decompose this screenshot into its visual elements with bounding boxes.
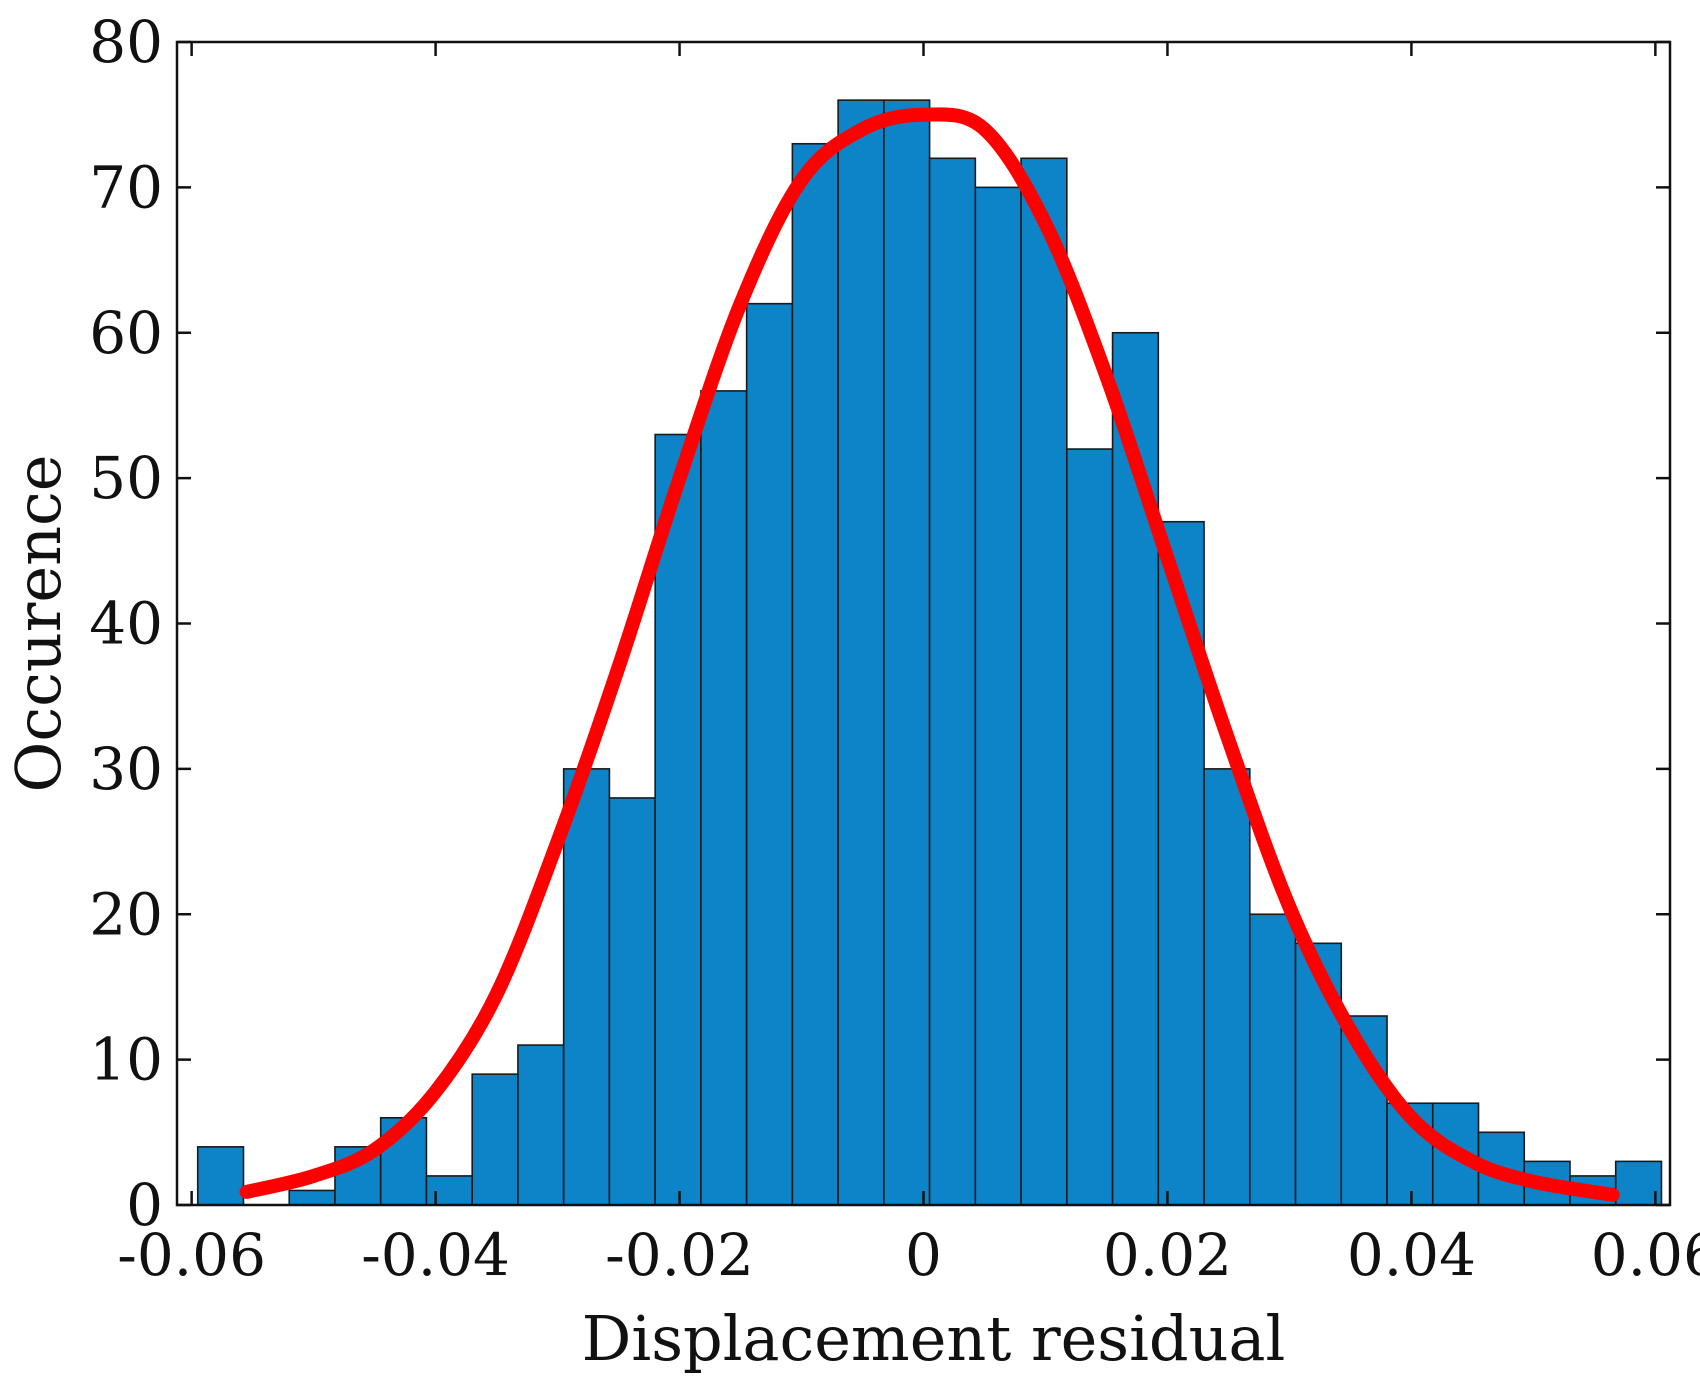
y-tick-label: 70 — [89, 153, 163, 221]
x-tick-labels: -0.06 -0.04 -0.02 0 0.02 0.04 0.06 — [117, 1221, 1700, 1289]
y-axis-title: Occurence — [2, 455, 75, 793]
y-tick-label: 30 — [89, 735, 163, 803]
histogram-bar — [425, 1175, 473, 1206]
x-tick-label: 0.06 — [1591, 1221, 1700, 1289]
histogram-bar — [1066, 448, 1114, 1206]
x-tick-label: -0.04 — [361, 1221, 510, 1289]
y-tick-label: 0 — [126, 1171, 163, 1239]
histogram-bar — [517, 1044, 565, 1206]
y-tick-label: 10 — [89, 1026, 163, 1094]
y-tick-label: 60 — [89, 299, 163, 367]
histogram-bar — [791, 142, 839, 1206]
y-tick-labels: 0 10 20 30 40 50 60 70 80 — [89, 8, 163, 1239]
fit-curve-line — [239, 107, 1620, 1202]
histogram-bar — [1203, 768, 1251, 1206]
x-tick-label: 0.02 — [1103, 1221, 1232, 1289]
y-tick-label: 50 — [89, 444, 163, 512]
x-tick-label: 0.04 — [1347, 1221, 1476, 1289]
y-tick-label: 40 — [89, 590, 163, 658]
histogram-bar — [1157, 520, 1205, 1206]
y-tick-label: 80 — [89, 8, 163, 76]
histogram-bar — [1020, 157, 1068, 1206]
histogram-bar — [196, 1146, 245, 1206]
x-tick-label: -0.02 — [605, 1221, 754, 1289]
x-tick-label: -0.06 — [117, 1221, 266, 1289]
histogram-bar — [883, 99, 931, 1206]
histogram-bar — [288, 1189, 336, 1206]
histogram-bar — [974, 186, 1022, 1206]
histogram-bar — [608, 797, 656, 1206]
fit-curve-group — [239, 107, 1620, 1202]
histogram-bar — [700, 390, 748, 1206]
x-axis-title: Displacement residual — [582, 1302, 1286, 1375]
histogram-bar — [1248, 913, 1297, 1206]
histogram-bar — [654, 433, 702, 1206]
histogram-bar — [745, 302, 794, 1206]
x-tick-label: 0 — [905, 1221, 942, 1289]
axes-group — [175, 40, 1672, 1207]
histogram-bar — [928, 157, 977, 1206]
histogram-bar — [837, 99, 885, 1206]
bars-group — [196, 99, 1663, 1206]
histogram-bar — [1614, 1160, 1663, 1206]
histogram-bar — [471, 1073, 519, 1206]
y-tick-label: 20 — [89, 880, 163, 948]
histogram-bar — [562, 768, 611, 1206]
